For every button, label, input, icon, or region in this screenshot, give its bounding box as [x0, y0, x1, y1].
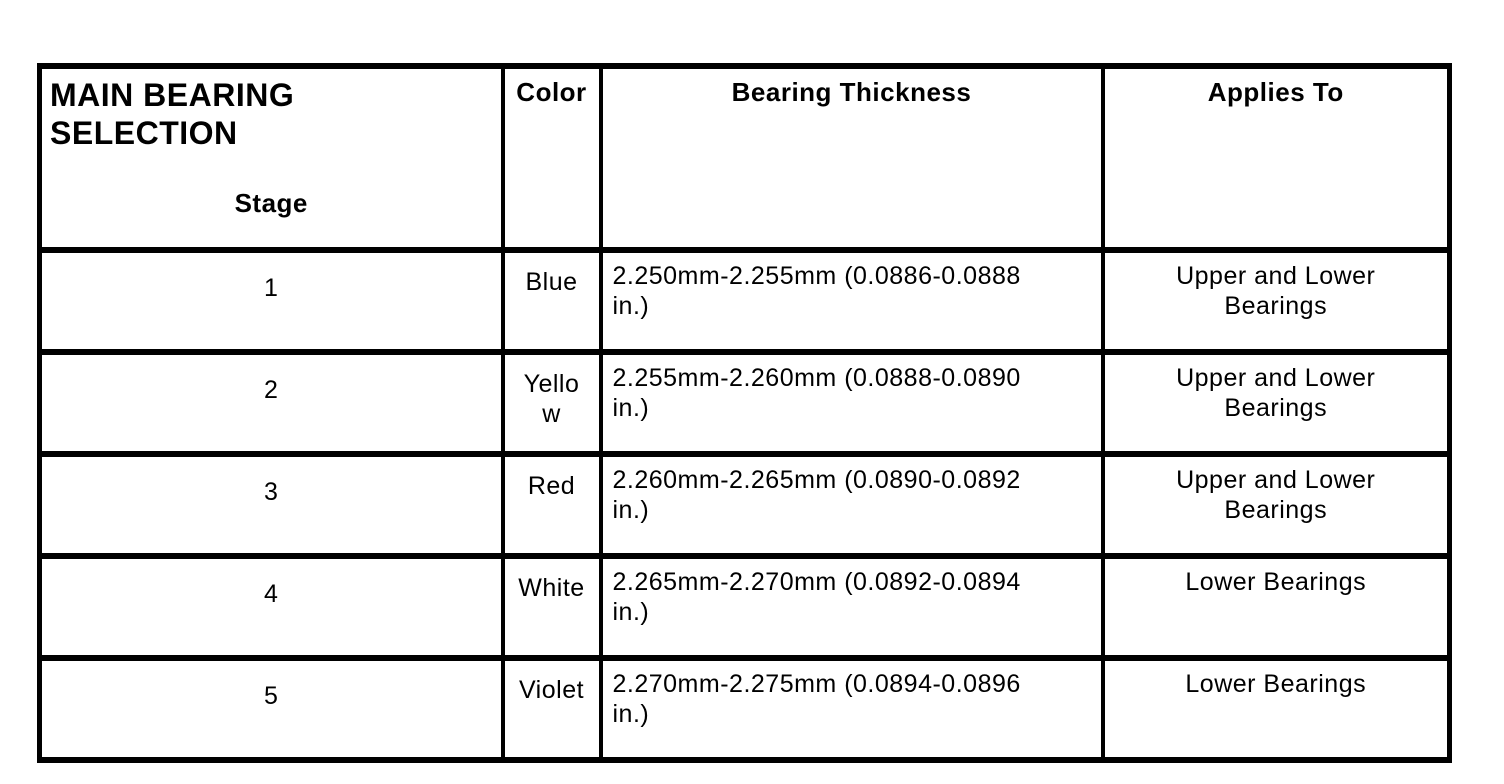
- stage-cell: 4: [37, 553, 505, 661]
- table-row: 4 White 2.265mm-2.270mm (0.0892-0.0894 i…: [37, 553, 1452, 661]
- thickness-column-header: Bearing Thickness: [598, 63, 1105, 253]
- thickness-cell: 2.260mm-2.265mm (0.0890-0.0892 in.): [598, 451, 1105, 559]
- color-cell: White: [500, 553, 603, 661]
- stage-cell: 1: [37, 247, 505, 355]
- color-cell: Red: [500, 451, 603, 559]
- applies-cell: Upper and Lower Bearings: [1100, 247, 1452, 355]
- table-header-row: MAIN BEARING SELECTION Stage Color Beari…: [37, 63, 1452, 253]
- table-title: MAIN BEARING SELECTION: [50, 77, 295, 151]
- applies-cell: Lower Bearings: [1100, 553, 1452, 661]
- stage-column-header: Stage: [234, 188, 308, 218]
- applies-cell: Upper and Lower Bearings: [1100, 451, 1452, 559]
- applies-cell: Lower Bearings: [1100, 655, 1452, 763]
- color-column-header: Color: [500, 63, 603, 253]
- table-row: 3 Red 2.260mm-2.265mm (0.0890-0.0892 in.…: [37, 451, 1452, 559]
- main-bearing-selection-table: MAIN BEARING SELECTION Stage Color Beari…: [37, 63, 1452, 763]
- table-row: 5 Violet 2.270mm-2.275mm (0.0894-0.0896 …: [37, 655, 1452, 763]
- applies-column-header: Applies To: [1100, 63, 1452, 253]
- stage-cell: 2: [37, 349, 505, 457]
- color-cell: Yellow: [500, 349, 603, 457]
- thickness-cell: 2.265mm-2.270mm (0.0892-0.0894 in.): [598, 553, 1105, 661]
- thickness-cell: 2.270mm-2.275mm (0.0894-0.0896 in.): [598, 655, 1105, 763]
- stage-cell: 3: [37, 451, 505, 559]
- thickness-cell: 2.255mm-2.260mm (0.0888-0.0890 in.): [598, 349, 1105, 457]
- color-cell: Violet: [500, 655, 603, 763]
- stage-header-cell: MAIN BEARING SELECTION Stage: [37, 63, 505, 253]
- color-cell: Blue: [500, 247, 603, 355]
- table-row: 1 Blue 2.250mm-2.255mm (0.0886-0.0888 in…: [37, 247, 1452, 355]
- thickness-cell: 2.250mm-2.255mm (0.0886-0.0888 in.): [598, 247, 1105, 355]
- stage-cell: 5: [37, 655, 505, 763]
- table-row: 2 Yellow 2.255mm-2.260mm (0.0888-0.0890 …: [37, 349, 1452, 457]
- applies-cell: Upper and Lower Bearings: [1100, 349, 1452, 457]
